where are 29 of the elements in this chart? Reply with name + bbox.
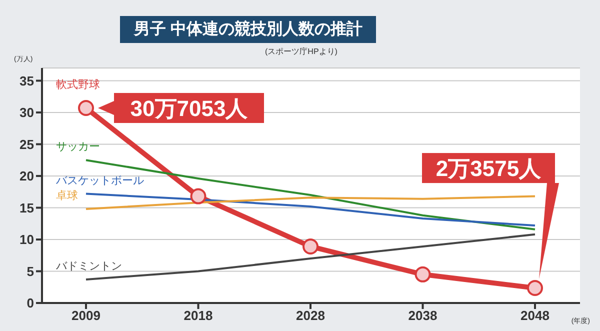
series-label: 卓球	[56, 189, 78, 202]
point	[190, 188, 206, 204]
point	[527, 280, 543, 296]
y-tick-label: 0	[26, 296, 34, 311]
point	[302, 238, 318, 254]
y-tick-label: 5	[26, 264, 34, 279]
series-label: バスケットボール	[55, 174, 144, 187]
point	[414, 266, 431, 282]
callout-box: 2万3575人	[422, 153, 559, 280]
x-tick-label: 2028	[296, 308, 325, 324]
chart-title: 男子 中体連の競技別人数の推計	[120, 16, 376, 43]
y-tick-label: 20	[20, 168, 34, 184]
annotation: 30万7053人	[130, 96, 249, 121]
line-series	[85, 233, 536, 280]
point	[78, 100, 94, 116]
y-tick-label: 10	[20, 232, 34, 248]
x-tick-label: 2048	[520, 308, 550, 324]
y-tick-label: 15	[20, 200, 34, 216]
text: (スポーツ庁HPより)	[265, 46, 338, 57]
x-tick-label: 2018	[184, 308, 213, 324]
series-label: 軟式野球	[56, 78, 100, 91]
y-tick-label: 25	[20, 136, 34, 152]
y-tick-label: 35	[20, 73, 34, 88]
annotation: 2万3575人	[436, 156, 542, 182]
x-tick-label: 2009	[72, 308, 100, 324]
series-label: サッカー	[56, 141, 100, 154]
series-label: バドミントン	[55, 260, 122, 272]
x-tick-label: 2038	[408, 308, 438, 324]
y-tick-label: 30	[20, 105, 34, 120]
